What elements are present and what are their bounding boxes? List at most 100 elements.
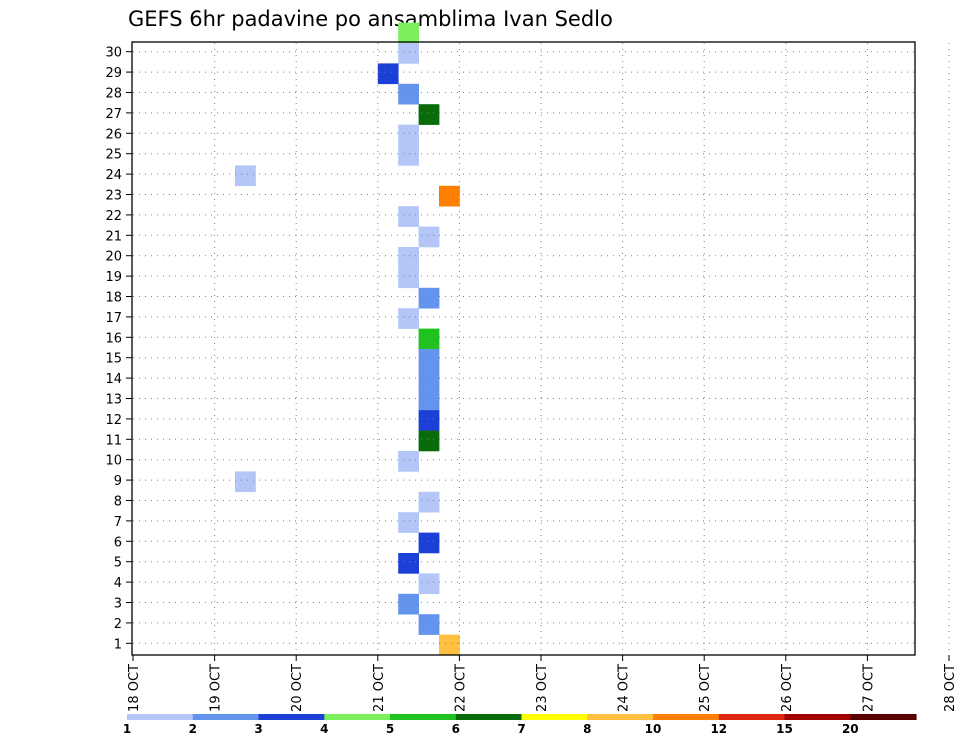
legend-swatch — [127, 714, 194, 720]
legend-swatch — [718, 714, 786, 720]
y-tick-label: 20 — [105, 250, 122, 265]
heatmap-cells — [235, 22, 460, 656]
legend-swatch — [324, 714, 391, 720]
legend-swatch — [455, 714, 523, 720]
y-tick-label: 8 — [114, 495, 122, 510]
heatmap-cell — [418, 491, 440, 513]
heatmap-cell — [398, 451, 419, 472]
heatmap-cell — [418, 389, 440, 411]
x-tick-label: 26 OCT — [780, 664, 795, 712]
heatmap-cell — [418, 328, 440, 350]
legend-swatch — [850, 714, 917, 720]
legend-label: 2 — [189, 722, 197, 736]
heatmap-cell — [418, 532, 440, 554]
legend-label: 5 — [386, 722, 394, 736]
x-tick-label: 28 OCT — [943, 664, 958, 712]
y-tick-label: 4 — [114, 576, 122, 591]
heatmap-cell — [398, 247, 419, 268]
heatmap-cell — [377, 63, 399, 85]
legend: 1 2 3 4 5 6 7 8 10 12 15 20 — [123, 714, 917, 736]
x-tick-label: 20 OCT — [290, 664, 305, 712]
legend-swatch — [587, 714, 654, 720]
heatmap-cell — [418, 369, 440, 391]
y-tick-label: 26 — [105, 127, 122, 142]
heatmap-cell — [398, 308, 419, 329]
y-tick-label: 21 — [105, 229, 122, 244]
heatmap-cell — [398, 22, 419, 44]
y-tick-label: 2 — [114, 617, 122, 632]
heatmap-cell — [418, 287, 440, 309]
y-tick-label: 28 — [105, 87, 122, 102]
x-tick-label: 27 OCT — [861, 664, 876, 712]
legend-label: 10 — [645, 722, 662, 736]
x-tick-label: 21 OCT — [372, 664, 387, 712]
y-tick-label: 17 — [105, 311, 122, 326]
legend-swatch — [653, 714, 720, 720]
y-tick-label: 12 — [105, 413, 122, 428]
y-tick-label: 14 — [105, 372, 122, 387]
x-tick-label: 19 OCT — [209, 664, 224, 712]
y-tick-label: 6 — [114, 535, 122, 550]
heatmap-cell — [398, 206, 419, 227]
legend-label: 7 — [517, 722, 525, 736]
legend-swatch — [192, 714, 260, 720]
legend-swatch — [390, 714, 457, 720]
heatmap-cell — [398, 267, 419, 289]
x-tick-label: 24 OCT — [617, 664, 632, 712]
y-tick-label: 11 — [105, 433, 122, 448]
legend-swatch — [784, 714, 851, 720]
heatmap-cell — [439, 185, 460, 207]
legend-label: 3 — [254, 722, 262, 736]
y-tick-label: 18 — [105, 291, 122, 306]
heatmap-cell — [418, 410, 440, 431]
heatmap-cell — [418, 104, 440, 125]
x-axis-ticks: 18 OCT 19 OCT 20 OCT 21 OCT 22 OCT 23 OCT 24 O… — [127, 655, 958, 712]
y-tick-label: 7 — [114, 515, 122, 530]
heatmap-cell — [398, 145, 419, 166]
y-tick-label: 25 — [105, 148, 122, 163]
legend-label: 4 — [320, 722, 328, 736]
heatmap-cell — [418, 349, 440, 370]
y-tick-label: 22 — [105, 209, 122, 224]
heatmap-cell — [418, 430, 440, 452]
y-tick-label: 30 — [105, 46, 122, 61]
heatmap-cell — [418, 226, 440, 248]
x-tick-label: 23 OCT — [535, 664, 550, 712]
heatmap-cell — [398, 43, 419, 64]
legend-label: 8 — [583, 722, 591, 736]
x-tick-label: 25 OCT — [698, 664, 713, 712]
legend-label: 20 — [842, 722, 859, 736]
heatmap-cell — [398, 593, 419, 615]
y-axis-ticks: 1234567891011121314151617181920212223242… — [105, 46, 132, 652]
y-tick-label: 23 — [105, 189, 122, 204]
legend-label: 15 — [776, 722, 793, 736]
y-tick-label: 9 — [114, 474, 122, 489]
y-tick-label: 13 — [105, 393, 122, 408]
legend-label: 1 — [123, 722, 131, 736]
legend-label: 6 — [452, 722, 460, 736]
y-tick-label: 3 — [114, 597, 122, 612]
legend-label: 12 — [710, 722, 727, 736]
x-tick-label: 18 OCT — [127, 664, 142, 712]
chart-title: GEFS 6hr padavine po ansamblima Ivan Sed… — [128, 7, 613, 31]
heatmap-cell — [398, 83, 419, 105]
legend-swatch — [521, 714, 588, 720]
heatmap-cell — [398, 124, 419, 146]
y-tick-label: 19 — [105, 270, 122, 285]
y-tick-label: 24 — [105, 168, 122, 183]
x-tick-label: 22 OCT — [453, 664, 468, 712]
y-tick-label: 16 — [105, 331, 122, 346]
y-tick-label: 5 — [114, 556, 122, 571]
plot-frame — [131, 41, 916, 656]
y-tick-label: 15 — [105, 352, 122, 367]
heatmap-cell — [235, 471, 256, 493]
grid-lines — [133, 43, 950, 654]
heatmap-cell — [398, 512, 419, 533]
heatmap-cell — [398, 553, 419, 574]
heatmap-cell — [439, 634, 460, 656]
heatmap-cell — [235, 165, 256, 187]
heatmap-cell — [418, 614, 440, 635]
legend-swatch — [258, 714, 325, 720]
y-tick-label: 27 — [105, 107, 122, 122]
